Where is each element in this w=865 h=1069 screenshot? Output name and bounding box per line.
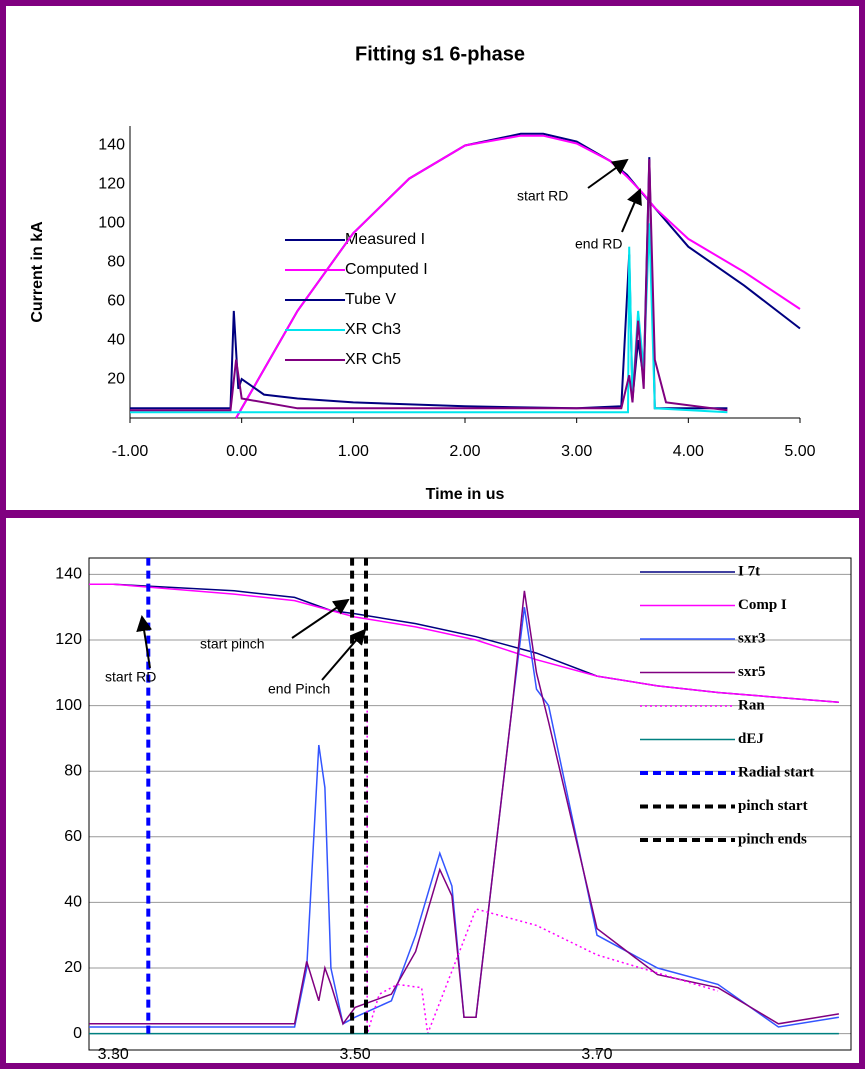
y-tick-label: 20 <box>64 959 82 976</box>
annotation-arrow <box>587 158 629 189</box>
annotation-arrow <box>291 598 350 639</box>
legend-label: Tube V <box>345 291 396 308</box>
legend-label: Measured I <box>345 231 425 248</box>
annotation: end RD <box>575 236 622 252</box>
annotation: start RD <box>517 188 568 204</box>
y-tick-label: 40 <box>107 331 125 348</box>
x-tick-label: 4.00 <box>673 443 704 460</box>
annotation: end Pinch <box>268 681 330 697</box>
bottom-panel <box>6 518 859 1063</box>
chart-title: Fitting s1 6-phase <box>355 43 525 65</box>
top-panel <box>6 6 859 510</box>
legend-label: pinch start <box>738 798 808 814</box>
y-tick-label: 60 <box>107 292 125 309</box>
series-line <box>89 607 840 1028</box>
x-tick-label: -1.00 <box>112 443 149 460</box>
legend-label: XR Ch3 <box>345 321 401 338</box>
y-tick-label: 60 <box>64 828 82 845</box>
legend-label: sxr5 <box>738 664 766 680</box>
y-tick-label: 20 <box>107 370 125 387</box>
x-tick-label: 1.00 <box>338 443 369 460</box>
x-axis-label: Time in us <box>426 486 505 503</box>
y-tick-label: 120 <box>98 176 125 193</box>
series-line <box>235 134 801 419</box>
y-tick-label: 140 <box>98 137 125 154</box>
x-tick-label: 2.00 <box>449 443 480 460</box>
y-tick-label: 100 <box>55 697 82 714</box>
y-tick-label: 80 <box>107 253 125 270</box>
legend-label: I 7t <box>738 563 760 579</box>
series-line <box>130 159 728 412</box>
legend-label: XR Ch5 <box>345 351 401 368</box>
series-line <box>89 590 840 1026</box>
y-axis-label: Current in kA <box>29 221 46 323</box>
legend-label: Computed I <box>345 261 428 278</box>
legend-label: Ran <box>738 697 765 713</box>
x-tick-label: 3.00 <box>561 443 592 460</box>
plot-frame <box>88 557 852 1051</box>
series-line <box>366 705 719 1034</box>
y-tick-label: 0 <box>73 1025 82 1042</box>
y-tick-label: 140 <box>55 566 82 583</box>
y-tick-label: 80 <box>64 762 82 779</box>
y-tick-label: 40 <box>64 894 82 911</box>
y-tick-label: 120 <box>55 631 82 648</box>
legend-label: sxr3 <box>738 630 766 646</box>
annotation-arrow <box>621 188 642 233</box>
legend-label: Radial start <box>738 764 814 780</box>
legend-label: dEJ <box>738 731 764 747</box>
y-tick-label: 100 <box>98 215 125 232</box>
annotation: start RD <box>105 669 156 685</box>
legend-label: pinch ends <box>738 831 807 847</box>
x-tick-label: 5.00 <box>784 443 815 460</box>
legend-label: Comp I <box>738 597 787 613</box>
x-tick-label: 0.00 <box>226 443 257 460</box>
series-line <box>89 583 839 704</box>
annotation-arrow <box>136 615 153 669</box>
annotation: start pinch <box>200 636 265 652</box>
annotation-arrow <box>321 628 367 681</box>
